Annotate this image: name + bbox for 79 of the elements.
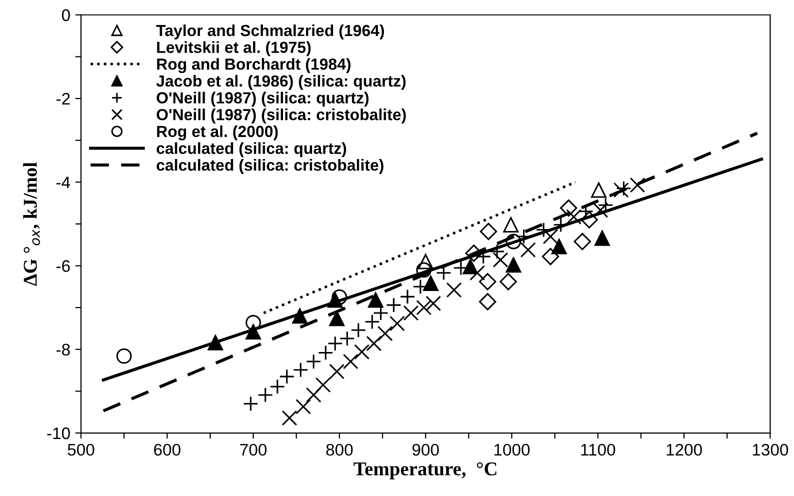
legend-label: O'Neill (1987) (silica: cristobalite): [156, 108, 406, 124]
x-tick-label: 1000: [494, 444, 530, 456]
point: [446, 282, 462, 298]
point: [292, 362, 308, 378]
point: [416, 300, 432, 316]
point: [580, 211, 598, 228]
y-tick-label: -4: [56, 176, 70, 188]
point: [478, 273, 496, 290]
legend-label: Jacob et al. (1986) (silica: quartz): [156, 74, 406, 90]
point: [426, 296, 442, 312]
point: [116, 348, 132, 364]
legend-label: O'Neill (1987) (silica: quartz): [156, 92, 369, 107]
point: [506, 234, 522, 250]
y-tick-label: -8: [56, 344, 70, 356]
y-tick-label: -2: [56, 92, 70, 105]
point: [594, 230, 610, 246]
legend-label: Levitskii et al. (1975): [157, 41, 311, 56]
point: [560, 199, 578, 217]
y-tick-label: -10: [47, 427, 70, 440]
point: [423, 276, 438, 292]
x-tick-label: 1300: [752, 444, 788, 456]
x-tick-label: 900: [412, 444, 439, 456]
point: [270, 378, 286, 394]
legend-label: Taylor and Schmalzried (1964): [156, 24, 384, 40]
point: [566, 209, 582, 225]
point: [246, 314, 261, 330]
point: [500, 273, 517, 290]
point: [574, 232, 591, 250]
point: [478, 293, 496, 310]
x-tick-label: 500: [68, 444, 94, 456]
point: [339, 330, 355, 346]
point: [389, 316, 405, 332]
x-tick-label: 800: [326, 444, 353, 456]
point: [332, 289, 348, 305]
point: [403, 305, 419, 321]
point: [386, 297, 402, 313]
point: [329, 364, 345, 380]
point: [366, 336, 382, 352]
point: [506, 257, 522, 273]
legend-label: Rog et al. (2000): [157, 125, 278, 140]
legend-label: calculated (silica: cristobalite): [156, 159, 384, 174]
point: [542, 248, 560, 266]
point: [630, 177, 646, 193]
point: [400, 288, 416, 304]
x-tick-label: 1100: [581, 444, 616, 456]
y-tick-label: 0: [62, 9, 70, 22]
point: [282, 410, 298, 426]
point: [592, 202, 608, 218]
point: [306, 387, 322, 403]
point: [258, 387, 274, 403]
point: [480, 222, 498, 240]
point: [591, 182, 606, 198]
point: [377, 326, 393, 342]
point: [329, 310, 345, 326]
point: [492, 252, 508, 268]
point: [350, 322, 366, 338]
x-tick-label: 600: [154, 444, 180, 456]
y-tick-label: -6: [56, 260, 70, 272]
legend-label: Rog and Borchardt (1984): [157, 58, 351, 74]
point: [315, 377, 331, 393]
x-tick-label: 700: [240, 444, 267, 456]
point: [296, 398, 311, 414]
point: [503, 217, 519, 232]
legend-label: calculated (silica: quartz): [156, 142, 346, 158]
point: [551, 238, 567, 254]
point: [342, 354, 358, 370]
point: [465, 244, 482, 262]
point: [470, 265, 485, 281]
point: [368, 292, 384, 308]
point: [306, 354, 322, 370]
point: [354, 344, 370, 360]
y-axis-title: ΔG °$_{ox}$, kJ/mol: [23, 162, 40, 286]
x-axis-title: Temperature, °C: [354, 462, 496, 480]
point: [279, 368, 295, 384]
point: [416, 262, 432, 278]
point: [520, 242, 536, 258]
x-tick-label: 1200: [666, 444, 702, 456]
point: [542, 228, 558, 244]
point: [418, 254, 434, 270]
